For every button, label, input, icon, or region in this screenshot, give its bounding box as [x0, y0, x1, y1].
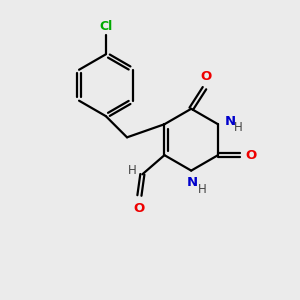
Text: N: N — [224, 116, 236, 128]
Text: N: N — [187, 176, 198, 190]
Text: Cl: Cl — [99, 20, 112, 33]
Text: H: H — [198, 183, 207, 196]
Text: H: H — [128, 164, 137, 177]
Text: O: O — [134, 202, 145, 215]
Text: O: O — [200, 70, 211, 83]
Text: H: H — [234, 121, 243, 134]
Text: O: O — [245, 149, 256, 162]
